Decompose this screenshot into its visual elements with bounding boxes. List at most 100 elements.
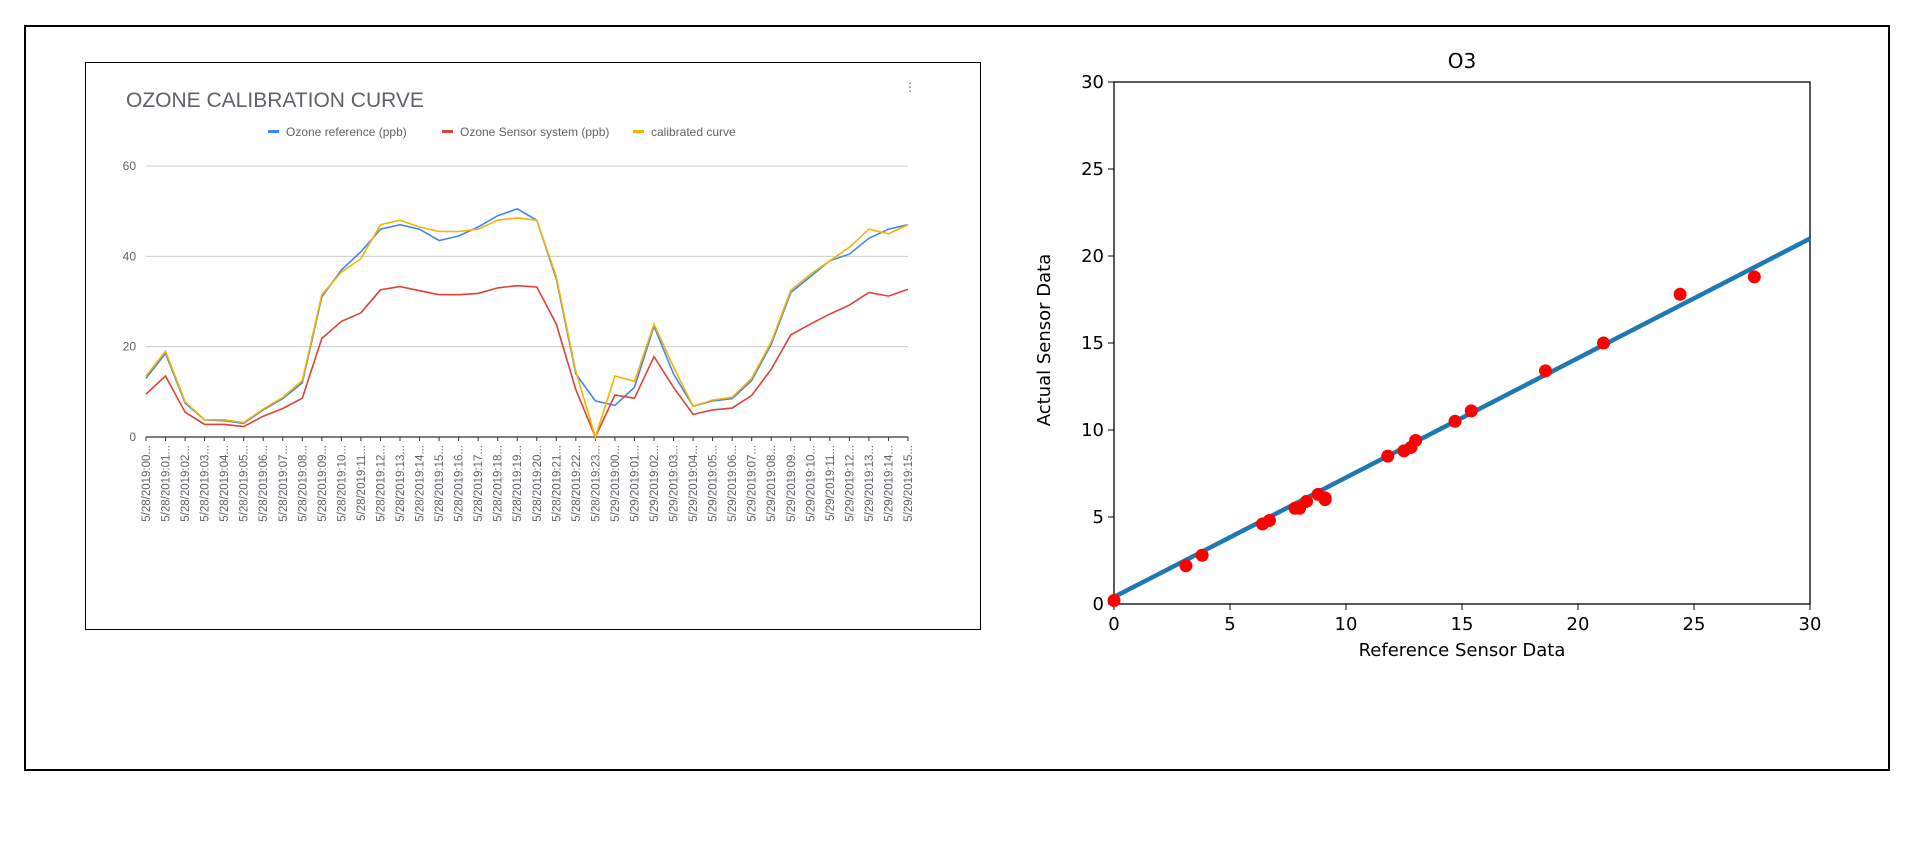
x-tick-label: 5/28/2019:04... <box>219 445 231 522</box>
x-tick-label: 5/28/2019:12... <box>375 445 387 522</box>
scatter-point <box>1381 449 1395 463</box>
legend-label: Ozone Sensor system (ppb) <box>460 125 609 139</box>
x-tick-label: 5/29/2019:03... <box>669 445 681 522</box>
fit-line <box>1112 236 1812 600</box>
x-tick-label: 5/28/2019:14... <box>415 445 427 522</box>
x-tick-label: 5/28/2019:18... <box>493 445 505 522</box>
scatter-points <box>1107 270 1761 608</box>
x-tick-label: 25 <box>1683 614 1706 635</box>
x-axis-label: Reference Sensor Data <box>1359 640 1566 661</box>
y-tick-label: 20 <box>1081 246 1104 267</box>
ozone-calibration-chart: OZONE CALIBRATION CURVE ⋮ Ozone referenc… <box>85 62 981 630</box>
y-axis-label: Actual Sensor Data <box>1034 254 1055 427</box>
x-tick-label: 5/28/2019:01... <box>161 445 173 522</box>
scatter-point <box>1539 364 1553 378</box>
scatter-point <box>1673 287 1687 301</box>
scatter-point <box>1747 270 1761 284</box>
x-tick-label: 5/29/2019:12... <box>844 445 856 522</box>
x-tick-label: 5/28/2019:07... <box>278 445 290 522</box>
x-tick-label: 5/29/2019:15... <box>903 445 915 522</box>
scatter-point <box>1300 494 1314 508</box>
x-tick-label: 5/29/2019:02... <box>649 445 661 522</box>
series-lines <box>145 208 909 440</box>
scatter-y-ticks: 0 5 10 15 20 25 30 <box>1081 72 1114 615</box>
x-tick-label: 5/28/2019:09... <box>317 445 329 522</box>
x-tick-label: 5/29/2019:06... <box>727 445 739 522</box>
x-tick-label: 5/28/2019:02... <box>180 445 192 522</box>
y-tick-label: 15 <box>1081 333 1104 354</box>
x-tick-label: 5/28/2019:03... <box>200 445 212 522</box>
x-tick-label: 5/28/2019:17... <box>473 445 485 522</box>
plot-area-border <box>1113 81 1811 605</box>
x-tick-label: 5/29/2019:04... <box>688 445 700 522</box>
scatter-point <box>1597 336 1611 350</box>
legend-label: Ozone reference (ppb) <box>286 125 407 139</box>
legend-swatch <box>268 130 279 133</box>
x-tick-label: 5/28/2019:08... <box>297 445 309 522</box>
y-tick-label: 20 <box>123 340 137 354</box>
x-tick-label: 5/29/2019:09... <box>786 445 798 522</box>
x-tick-label: 5/29/2019:08... <box>766 445 778 522</box>
x-tick-label: 5/28/2019:16... <box>454 445 466 522</box>
y-tick-label: 0 <box>1093 594 1104 615</box>
legend-swatch <box>442 130 453 133</box>
x-tick-label: 5/28/2019:11... <box>356 445 368 521</box>
x-tick-label: 10 <box>1335 614 1358 635</box>
series-line-2 <box>145 217 909 440</box>
series-line-0 <box>145 208 909 425</box>
x-tick-label: 5/29/2019:11... <box>825 445 837 521</box>
legend-swatch <box>633 130 644 133</box>
scatter-x-ticks: 0 5 10 15 20 25 30 <box>1108 604 1821 635</box>
scatter-title: O3 <box>1448 50 1476 73</box>
line-chart-svg: OZONE CALIBRATION CURVE ⋮ Ozone referenc… <box>123 80 916 522</box>
x-tick-label: 0 <box>1108 614 1119 635</box>
x-tick-label: 5/28/2019:22... <box>571 445 583 522</box>
x-tick-label: 5/28/2019:05... <box>239 445 251 522</box>
y-tick-label: 10 <box>1081 420 1104 441</box>
scatter-point <box>1318 491 1332 505</box>
y-tick-label: 40 <box>123 249 137 263</box>
x-tick-label: 5/28/2019:21... <box>551 445 563 522</box>
regression-line <box>1112 236 1812 600</box>
scatter-point <box>1262 513 1276 527</box>
x-tick-label: 5/28/2019:23... <box>590 445 602 522</box>
x-tick-label: 5/28/2019:13... <box>395 445 407 522</box>
x-tick-label: 20 <box>1567 614 1590 635</box>
o3-scatter-chart: O3 0 5 10 15 20 25 30 0 5 10 15 20 25 30 Reference S… <box>1030 49 1830 680</box>
x-tick-label: 5/29/2019:13... <box>864 445 876 522</box>
more-options-icon[interactable]: ⋮ <box>904 80 916 94</box>
y-tick-label: 60 <box>123 159 137 173</box>
scatter-point <box>1179 559 1193 573</box>
scatter-point <box>1195 548 1209 562</box>
y-tick-label: 0 <box>129 430 136 444</box>
x-tick-label: 5 <box>1224 614 1235 635</box>
series-line-1 <box>145 284 909 439</box>
x-tick-label: 30 <box>1799 614 1822 635</box>
x-tick-label: 5/29/2019:14... <box>883 445 895 522</box>
x-tick-label: 5/28/2019:00... <box>141 445 153 522</box>
gridlines <box>146 165 908 438</box>
scatter-chart-svg: O3 0 5 10 15 20 25 30 0 5 10 15 20 25 30 Reference S… <box>1034 49 1821 661</box>
x-tick-label: 5/29/2019:00... <box>610 445 622 522</box>
x-tick-label: 5/28/2019:15... <box>434 445 446 522</box>
y-tick-label: 30 <box>1081 72 1104 93</box>
x-tick-label: 5/28/2019:19... <box>512 445 524 522</box>
x-tick-label: 15 <box>1451 614 1474 635</box>
figure-frame <box>24 25 1890 771</box>
x-tick-label: 5/29/2019:01... <box>629 445 641 522</box>
chart-legend: Ozone reference (ppb) Ozone Sensor system… <box>268 125 736 139</box>
legend-label: calibrated curve <box>651 125 736 139</box>
scatter-point <box>1409 433 1423 447</box>
y-tick-label: 25 <box>1081 159 1104 180</box>
scatter-point <box>1448 414 1462 428</box>
y-tick-label: 5 <box>1093 507 1104 528</box>
scatter-point <box>1464 404 1478 418</box>
x-tick-label: 5/28/2019:20... <box>532 445 544 522</box>
y-axis-ticks: 0 20 40 60 <box>123 159 137 444</box>
chart-title: OZONE CALIBRATION CURVE <box>126 89 424 112</box>
x-tick-label: 5/29/2019:05... <box>708 445 720 522</box>
x-tick-label: 5/28/2019:06... <box>258 445 270 522</box>
x-axis-ticks: 5/28/2019:00... 5/28/2019:01... 5/28/2019:… <box>141 437 915 522</box>
scatter-axes <box>1113 81 1811 605</box>
x-tick-label: 5/28/2019:10... <box>336 445 348 522</box>
